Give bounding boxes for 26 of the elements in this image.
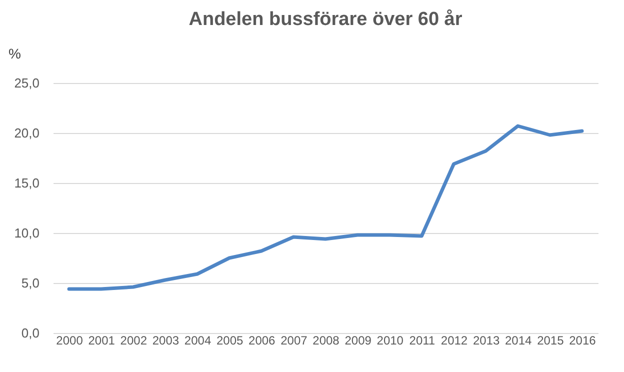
x-tick-label: 2011 [409, 334, 436, 348]
x-tick-label: 2012 [440, 334, 468, 348]
x-tick-label: 2000 [56, 334, 84, 348]
x-tick-label: 2002 [120, 334, 148, 348]
x-tick-label: 2006 [248, 334, 276, 348]
x-tick-label: 2015 [537, 334, 564, 348]
y-tick-label: 10,0 [14, 226, 40, 240]
x-tick-label: 2009 [344, 334, 372, 348]
y-tick-label: 25,0 [14, 76, 40, 90]
x-tick-label: 2013 [472, 334, 500, 348]
y-tick-label: 15,0 [14, 176, 40, 190]
y-tick-label: 5,0 [21, 276, 40, 290]
y-tick-label: 20,0 [14, 126, 40, 140]
x-tick-label: 2010 [376, 334, 404, 348]
x-tick-label: 2004 [184, 334, 212, 348]
x-tick-label: 2005 [216, 334, 244, 348]
x-tick-label: 2001 [88, 334, 116, 348]
x-tick-label: 2016 [569, 334, 596, 348]
line-series [67, 124, 584, 291]
x-tick-label: 2003 [152, 334, 180, 348]
y-axis-title: % [8, 46, 21, 62]
x-tick-label: 2008 [312, 334, 340, 348]
x-tick-label: 2007 [280, 334, 308, 348]
x-tick-label: 2014 [505, 334, 532, 348]
y-tick-label: 0,0 [21, 326, 40, 340]
chart-title: Andelen bussförare över 60 år [188, 9, 463, 30]
